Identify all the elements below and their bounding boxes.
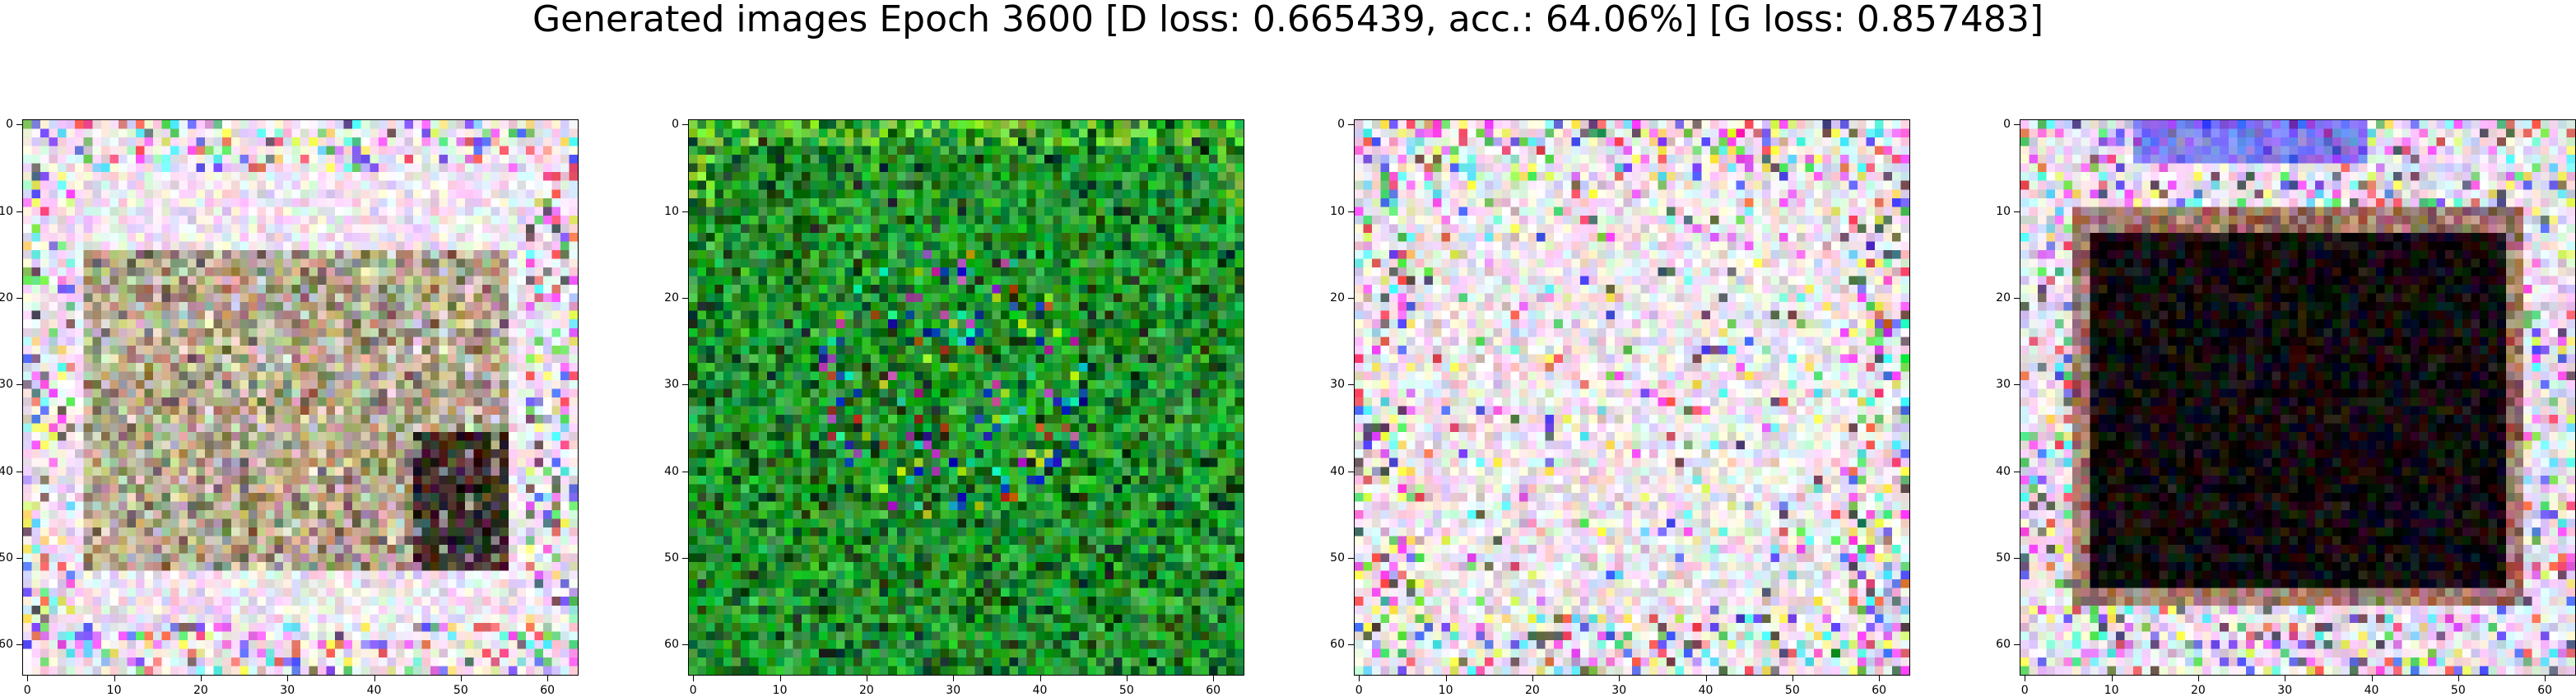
x-tick-mark [953, 676, 954, 681]
y-tick-label: 60 [1330, 638, 1345, 651]
figure-title: Generated images Epoch 3600 [D loss: 0.6… [0, 0, 2576, 39]
y-tick-mark [682, 124, 688, 125]
image-frame [688, 119, 1244, 676]
y-tick-label: 20 [1996, 291, 2011, 304]
y-tick-label: 30 [1996, 378, 2011, 391]
generated-image-1 [23, 120, 578, 675]
y-tick-label: 10 [0, 205, 13, 218]
y-tick-label: 40 [664, 465, 679, 478]
x-tick-mark [547, 676, 548, 681]
y-tick-mark [1348, 298, 1354, 299]
y-tick-label: 10 [1330, 205, 1345, 218]
x-tick-mark [1359, 676, 1360, 681]
x-tick-mark [2458, 676, 2459, 681]
y-tick-label: 40 [0, 465, 13, 478]
y-tick-mark [2014, 211, 2020, 212]
y-tick-mark [1348, 211, 1354, 212]
x-tick-mark [1879, 676, 1880, 681]
x-tick-mark [1619, 676, 1620, 681]
y-tick-label: 10 [1996, 205, 2011, 218]
generated-image-2 [689, 120, 1244, 675]
y-tick-label: 20 [0, 291, 13, 304]
y-tick-mark [2014, 124, 2020, 125]
x-tick-mark [780, 676, 781, 681]
y-tick-mark [16, 558, 22, 559]
y-tick-label: 0 [1337, 118, 1345, 131]
generated-image-3 [1355, 120, 1909, 675]
image-frame [2020, 119, 2576, 676]
y-tick-label: 40 [1330, 465, 1345, 478]
y-tick-label: 30 [1330, 378, 1345, 391]
y-tick-label: 60 [0, 638, 13, 651]
y-tick-mark [16, 644, 22, 645]
y-tick-mark [2014, 298, 2020, 299]
x-tick-mark [374, 676, 375, 681]
y-tick-label: 60 [664, 638, 679, 651]
y-tick-mark [1348, 558, 1354, 559]
y-tick-label: 50 [664, 551, 679, 565]
y-tick-mark [682, 384, 688, 385]
y-tick-label: 10 [664, 205, 679, 218]
x-tick-mark [2198, 676, 2199, 681]
y-tick-label: 30 [664, 378, 679, 391]
x-tick-mark [1040, 676, 1041, 681]
y-tick-mark [1348, 644, 1354, 645]
y-tick-label: 0 [6, 118, 13, 131]
x-tick-mark [2372, 676, 2373, 681]
y-tick-mark [2014, 558, 2020, 559]
y-tick-mark [16, 298, 22, 299]
y-tick-label: 20 [664, 291, 679, 304]
y-tick-mark [682, 211, 688, 212]
y-tick-label: 50 [0, 551, 13, 565]
x-tick-mark [1446, 676, 1447, 681]
y-tick-label: 0 [2003, 118, 2011, 131]
y-tick-mark [1348, 384, 1354, 385]
y-tick-label: 40 [1996, 465, 2011, 478]
y-tick-mark [2014, 644, 2020, 645]
y-tick-mark [682, 644, 688, 645]
x-tick-mark [27, 676, 28, 681]
image-frame [1354, 119, 1910, 676]
x-tick-mark [114, 676, 115, 681]
y-tick-mark [2014, 384, 2020, 385]
x-tick-mark [201, 676, 202, 681]
x-tick-mark [693, 676, 694, 681]
y-tick-label: 50 [1996, 551, 2011, 565]
y-tick-mark [682, 558, 688, 559]
x-tick-mark [2545, 676, 2546, 681]
y-tick-label: 50 [1330, 551, 1345, 565]
x-tick-mark [2112, 676, 2113, 681]
x-tick-mark [461, 676, 462, 681]
x-tick-mark [287, 676, 288, 681]
generated-image-4 [2020, 120, 2575, 675]
x-tick-mark [1213, 676, 1214, 681]
x-tick-mark [1706, 676, 1707, 681]
y-tick-mark [16, 124, 22, 125]
y-tick-mark [1348, 124, 1354, 125]
y-tick-mark [16, 211, 22, 212]
y-tick-mark [16, 384, 22, 385]
y-tick-mark [682, 298, 688, 299]
y-tick-label: 20 [1330, 291, 1345, 304]
y-tick-label: 60 [1996, 638, 2011, 651]
x-tick-mark [1127, 676, 1128, 681]
x-tick-mark [1532, 676, 1533, 681]
image-frame [22, 119, 579, 676]
y-tick-label: 30 [0, 378, 13, 391]
y-tick-label: 0 [672, 118, 679, 131]
